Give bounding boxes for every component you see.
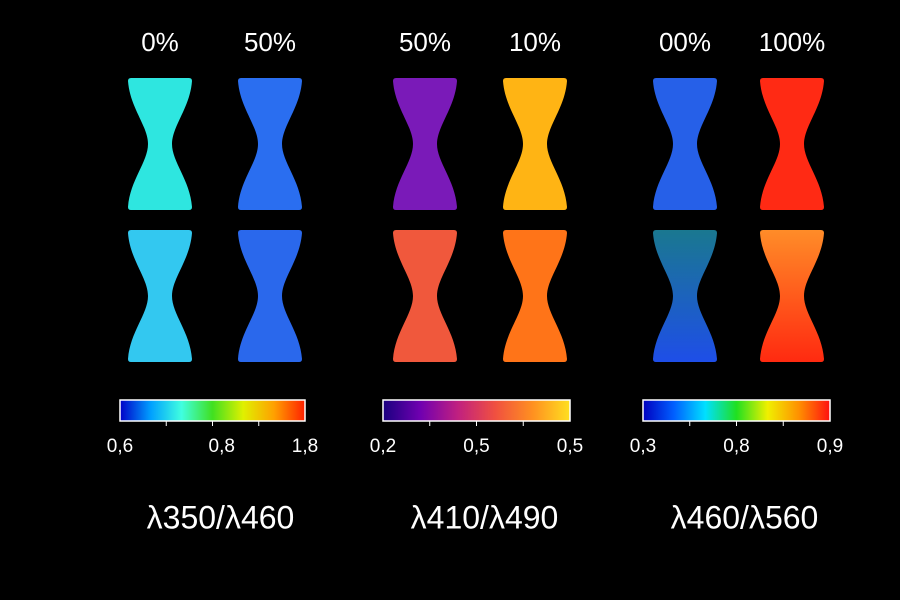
specimen — [393, 78, 457, 210]
ratio-label: λ410/λ490 — [411, 499, 559, 535]
colorbar-tick-label: 0,8 — [723, 436, 749, 457]
colorbar-tick-label: 0,3 — [630, 436, 656, 457]
specimen — [238, 230, 302, 362]
colorbar-tick-label: 0,6 — [107, 436, 133, 457]
column-label: 10% — [509, 27, 561, 57]
colorbar — [382, 399, 571, 422]
specimen — [503, 230, 567, 362]
column-label: 0% — [141, 27, 179, 57]
specimen — [393, 230, 457, 362]
column-label: 50% — [399, 27, 451, 57]
specimen — [760, 230, 824, 362]
specimen — [653, 78, 717, 210]
specimen — [238, 78, 302, 210]
ratio-label: λ460/λ560 — [671, 499, 819, 535]
colorbar-tick-label: 0,8 — [209, 436, 235, 457]
column-label: 00% — [659, 27, 711, 57]
column-label: 50% — [244, 27, 296, 57]
specimen — [128, 230, 192, 362]
specimen — [653, 230, 717, 362]
colorbar — [119, 399, 306, 422]
colorbar-tick-label: 1,8 — [292, 436, 318, 457]
colorbar — [642, 399, 831, 422]
colorbar-tick-label: 0,5 — [557, 436, 583, 457]
colorbar-tick-label: 0,9 — [817, 436, 843, 457]
column-label: 100% — [759, 27, 826, 57]
specimen — [128, 78, 192, 210]
specimen — [503, 78, 567, 210]
colorbar-tick-label: 0,5 — [463, 436, 489, 457]
specimen — [760, 78, 824, 210]
ratio-label: λ350/λ460 — [147, 499, 295, 535]
colorbar-tick-label: 0,2 — [370, 436, 396, 457]
